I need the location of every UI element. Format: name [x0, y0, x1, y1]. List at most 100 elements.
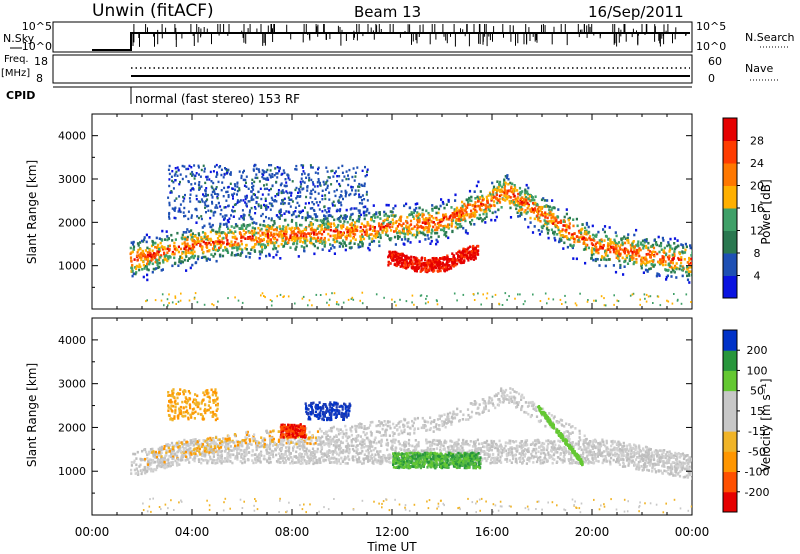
power-cell — [492, 191, 495, 194]
power-cell — [432, 221, 435, 224]
power-cell — [255, 173, 258, 176]
power-cell — [243, 233, 246, 236]
power-cell — [225, 236, 228, 240]
power-cell — [183, 165, 186, 168]
power-cell — [416, 260, 419, 263]
power-cell — [260, 294, 262, 297]
velocity-cell — [583, 445, 586, 448]
power-cell — [310, 222, 313, 225]
power-cell — [305, 176, 308, 179]
power-cell — [365, 190, 368, 194]
power-cell — [510, 190, 514, 194]
power-cell — [174, 238, 177, 241]
power-cell — [511, 182, 514, 186]
power-cell — [245, 255, 248, 258]
power-cell — [301, 216, 304, 219]
velocity-cell — [301, 448, 305, 451]
power-cell — [435, 242, 438, 246]
power-cell — [403, 235, 406, 239]
power-cell — [193, 164, 196, 167]
power-cell — [629, 249, 632, 253]
power-cell — [241, 251, 244, 254]
power-cell — [363, 214, 366, 217]
power-cell — [282, 169, 285, 172]
power-cell — [270, 187, 272, 191]
power-cell — [191, 252, 194, 256]
power-cell — [220, 173, 223, 177]
power-cell — [342, 217, 345, 220]
power-cell — [361, 242, 364, 246]
power-cell — [173, 244, 176, 248]
power-cell — [645, 293, 648, 296]
power-cell — [131, 263, 134, 267]
power-cell — [305, 244, 308, 248]
power-cell — [412, 262, 415, 266]
power-cell — [413, 217, 416, 220]
power-cell — [650, 262, 653, 266]
power-cell — [211, 195, 214, 199]
power-cell — [197, 164, 200, 167]
velocity-cell — [604, 444, 607, 448]
power-cell — [168, 293, 170, 296]
power-cell — [179, 210, 182, 214]
power-cell — [167, 244, 170, 248]
power-cell — [572, 218, 575, 221]
power-cell — [571, 246, 574, 250]
power-cell — [336, 240, 339, 243]
power-cell — [557, 226, 560, 229]
power-cell — [498, 197, 501, 201]
power-cell — [544, 211, 547, 214]
power-cell — [313, 244, 316, 248]
power-cell — [393, 300, 396, 303]
power-cell — [328, 304, 330, 307]
velocity-cell — [528, 459, 531, 463]
power-cell — [369, 218, 373, 221]
power-cell — [613, 240, 617, 243]
power-cell — [359, 230, 362, 233]
power-cell — [504, 182, 507, 185]
power-cell — [200, 239, 204, 243]
power-cell — [302, 170, 305, 173]
power-cell — [590, 249, 593, 252]
power-cell — [365, 193, 368, 196]
power-cell — [398, 235, 401, 239]
power-cell — [442, 218, 445, 222]
power-cell — [290, 191, 293, 195]
power-cell — [278, 167, 281, 170]
power-cell — [191, 238, 194, 241]
power-cell — [670, 260, 673, 263]
power-cell — [681, 274, 684, 278]
power-cell — [309, 239, 312, 242]
power-cell — [154, 245, 157, 249]
power-cell — [522, 303, 525, 306]
power-cell — [233, 183, 236, 186]
power-cell — [320, 239, 323, 243]
power-cell — [454, 221, 458, 225]
power-cell — [333, 292, 336, 295]
power-cell — [245, 181, 247, 184]
power-cell — [186, 259, 189, 262]
power-cell — [635, 261, 638, 264]
power-cell — [250, 198, 253, 202]
power-cell — [166, 235, 169, 238]
power-cell — [406, 239, 409, 243]
power-cell — [495, 193, 498, 197]
power-cell — [570, 236, 573, 240]
power-cell — [260, 250, 263, 254]
power-cell — [276, 250, 279, 253]
power-cell — [666, 244, 669, 248]
power-cell — [373, 213, 376, 216]
power-cell — [247, 230, 250, 233]
power-cell — [311, 304, 313, 307]
power-cell — [474, 205, 477, 208]
power-cell — [196, 215, 199, 218]
power-cell — [353, 193, 356, 196]
power-cell — [168, 215, 170, 218]
power-cell — [670, 265, 673, 269]
power-cell — [236, 185, 239, 188]
power-cell — [184, 248, 187, 252]
power-cell — [198, 181, 201, 184]
power-cell — [537, 217, 540, 220]
velocity-cell — [582, 439, 585, 442]
power-cell — [233, 209, 236, 213]
